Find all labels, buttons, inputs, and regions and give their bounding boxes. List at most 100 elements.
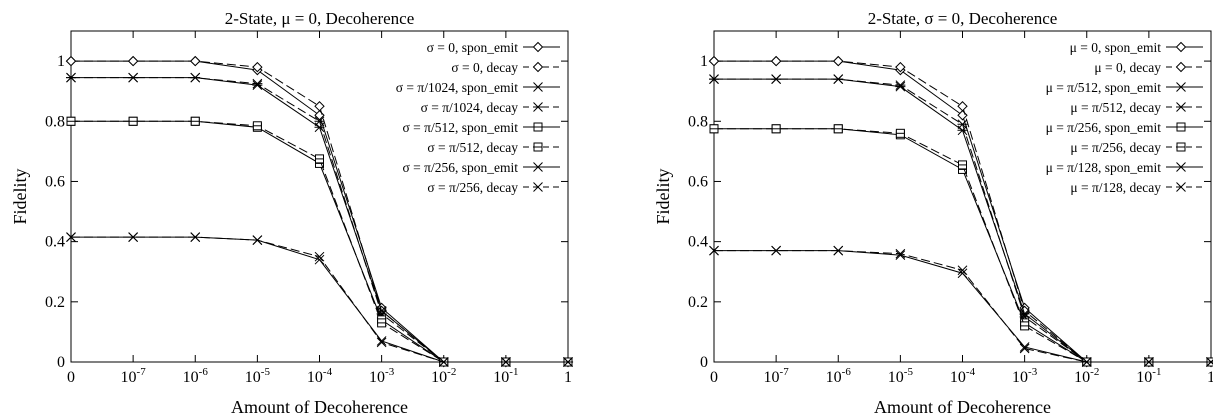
data-point — [1019, 343, 1030, 354]
y-tick-label: 0.4 — [688, 234, 708, 251]
y-tick-label: 0 — [700, 354, 708, 371]
legend-label: σ = π/256, spon_emit — [403, 160, 519, 175]
legend-marker — [533, 182, 543, 192]
series-line — [71, 77, 568, 363]
x-tick-label: 10-3 — [369, 366, 395, 386]
data-point — [1144, 357, 1154, 367]
x-axis-label: Amount of Decoherence — [874, 397, 1051, 417]
legend-label: σ = 0, decay — [451, 60, 518, 75]
x-tick-label: 10-1 — [1136, 366, 1161, 386]
legend: μ = 0, spon_emit μ = 0, decay μ = π/512, s… — [1046, 40, 1203, 195]
data-point — [957, 265, 968, 276]
y-tick-label: 0.6 — [45, 173, 65, 190]
x-axis-label: Amount of Decoherence — [231, 397, 408, 417]
data-point — [771, 245, 781, 256]
data-point — [314, 251, 325, 262]
x-tick-label: 10-6 — [183, 366, 209, 386]
x-tick-label: 10-4 — [307, 366, 333, 386]
legend-label: μ = π/128, decay — [1070, 180, 1161, 195]
series-line — [714, 128, 1211, 363]
data-point — [957, 110, 968, 121]
x-tick-label: 1 — [1207, 369, 1213, 386]
data-point — [709, 245, 719, 256]
data-point — [128, 232, 138, 242]
y-tick-label: 0.2 — [688, 294, 708, 311]
series-line — [714, 250, 1211, 363]
data-point — [895, 248, 906, 259]
legend-marker — [1176, 82, 1186, 92]
legend-label: σ = 0, spon_emit — [427, 40, 519, 55]
data-point — [708, 55, 720, 67]
legend-marker — [532, 61, 544, 73]
legend-label: μ = 0, spon_emit — [1070, 40, 1162, 55]
data-point — [1081, 357, 1092, 367]
series-8 — [709, 245, 1213, 367]
chart-title: 2-State, μ = 0, Decoherence — [225, 9, 415, 28]
y-tick-label: 0.6 — [688, 173, 708, 190]
legend-marker — [533, 102, 543, 112]
data-point — [957, 119, 968, 130]
data-point — [66, 232, 76, 242]
data-point — [833, 74, 844, 84]
left-chart-panel: 2-State, μ = 0, Decoherence 0 0.2 0.4 0.6 0.8… — [10, 9, 574, 417]
legend-marker — [533, 82, 543, 92]
data-point — [895, 81, 906, 92]
data-point — [190, 232, 201, 242]
data-point — [833, 245, 844, 256]
legend-label: σ = π/256, decay — [427, 180, 518, 195]
data-point — [1206, 357, 1213, 367]
data-point — [833, 55, 844, 67]
data-point — [957, 268, 968, 279]
series-7 — [66, 232, 573, 367]
legend-marker — [1176, 102, 1186, 112]
data-point — [65, 55, 77, 67]
data-point — [190, 72, 201, 83]
data-point — [770, 55, 782, 67]
y-tick-label: 0 — [57, 354, 65, 371]
data-point — [771, 74, 782, 84]
x-tick-label: 10-7 — [121, 366, 147, 386]
legend-label: σ = π/512, spon_emit — [403, 120, 519, 135]
legend-label: μ = π/256, spon_emit — [1046, 120, 1162, 135]
x-tick-label: 10-2 — [431, 366, 456, 386]
data-point — [895, 80, 906, 91]
data-point — [957, 101, 968, 112]
series-line — [71, 236, 568, 363]
x-tick-label: 10-5 — [245, 366, 271, 386]
legend-marker — [533, 162, 543, 172]
data-point — [252, 78, 263, 89]
series-8 — [66, 232, 573, 367]
series-line — [71, 236, 568, 363]
x-tick-label: 1 — [564, 369, 572, 386]
chart-title: 2-State, σ = 0, Decoherence — [868, 9, 1058, 28]
x-tick-label: 10-3 — [1012, 366, 1038, 386]
data-point — [252, 80, 263, 91]
legend-label: σ = π/1024, spon_emit — [396, 80, 518, 95]
y-tick-label: 0.8 — [45, 113, 65, 130]
legend-label: μ = π/256, decay — [1070, 140, 1161, 155]
y-tick-label: 1 — [57, 53, 65, 70]
x-tick-label: 0 — [710, 369, 718, 386]
legend-label: μ = π/512, spon_emit — [1046, 80, 1162, 95]
legend-marker — [1175, 61, 1187, 73]
x-tick-label: 10-2 — [1074, 366, 1099, 386]
legend-marker — [1176, 162, 1186, 172]
y-tick-label: 0.2 — [45, 294, 65, 311]
x-tick-label: 10-5 — [888, 366, 914, 386]
data-point — [376, 337, 387, 348]
y-axis-label: Fidelity — [10, 168, 30, 224]
data-point — [252, 235, 263, 245]
legend-label: σ = π/512, decay — [427, 140, 518, 155]
y-tick-label: 0.4 — [45, 234, 65, 251]
y-axis-label: Fidelity — [653, 168, 673, 224]
data-point — [314, 254, 325, 265]
data-point — [895, 61, 906, 73]
data-point — [314, 101, 325, 112]
data-point — [128, 72, 139, 83]
data-point — [438, 357, 449, 367]
legend-marker — [532, 41, 544, 53]
legend-marker — [1175, 41, 1187, 53]
data-point — [563, 357, 573, 367]
x-tick-label: 0 — [67, 369, 75, 386]
